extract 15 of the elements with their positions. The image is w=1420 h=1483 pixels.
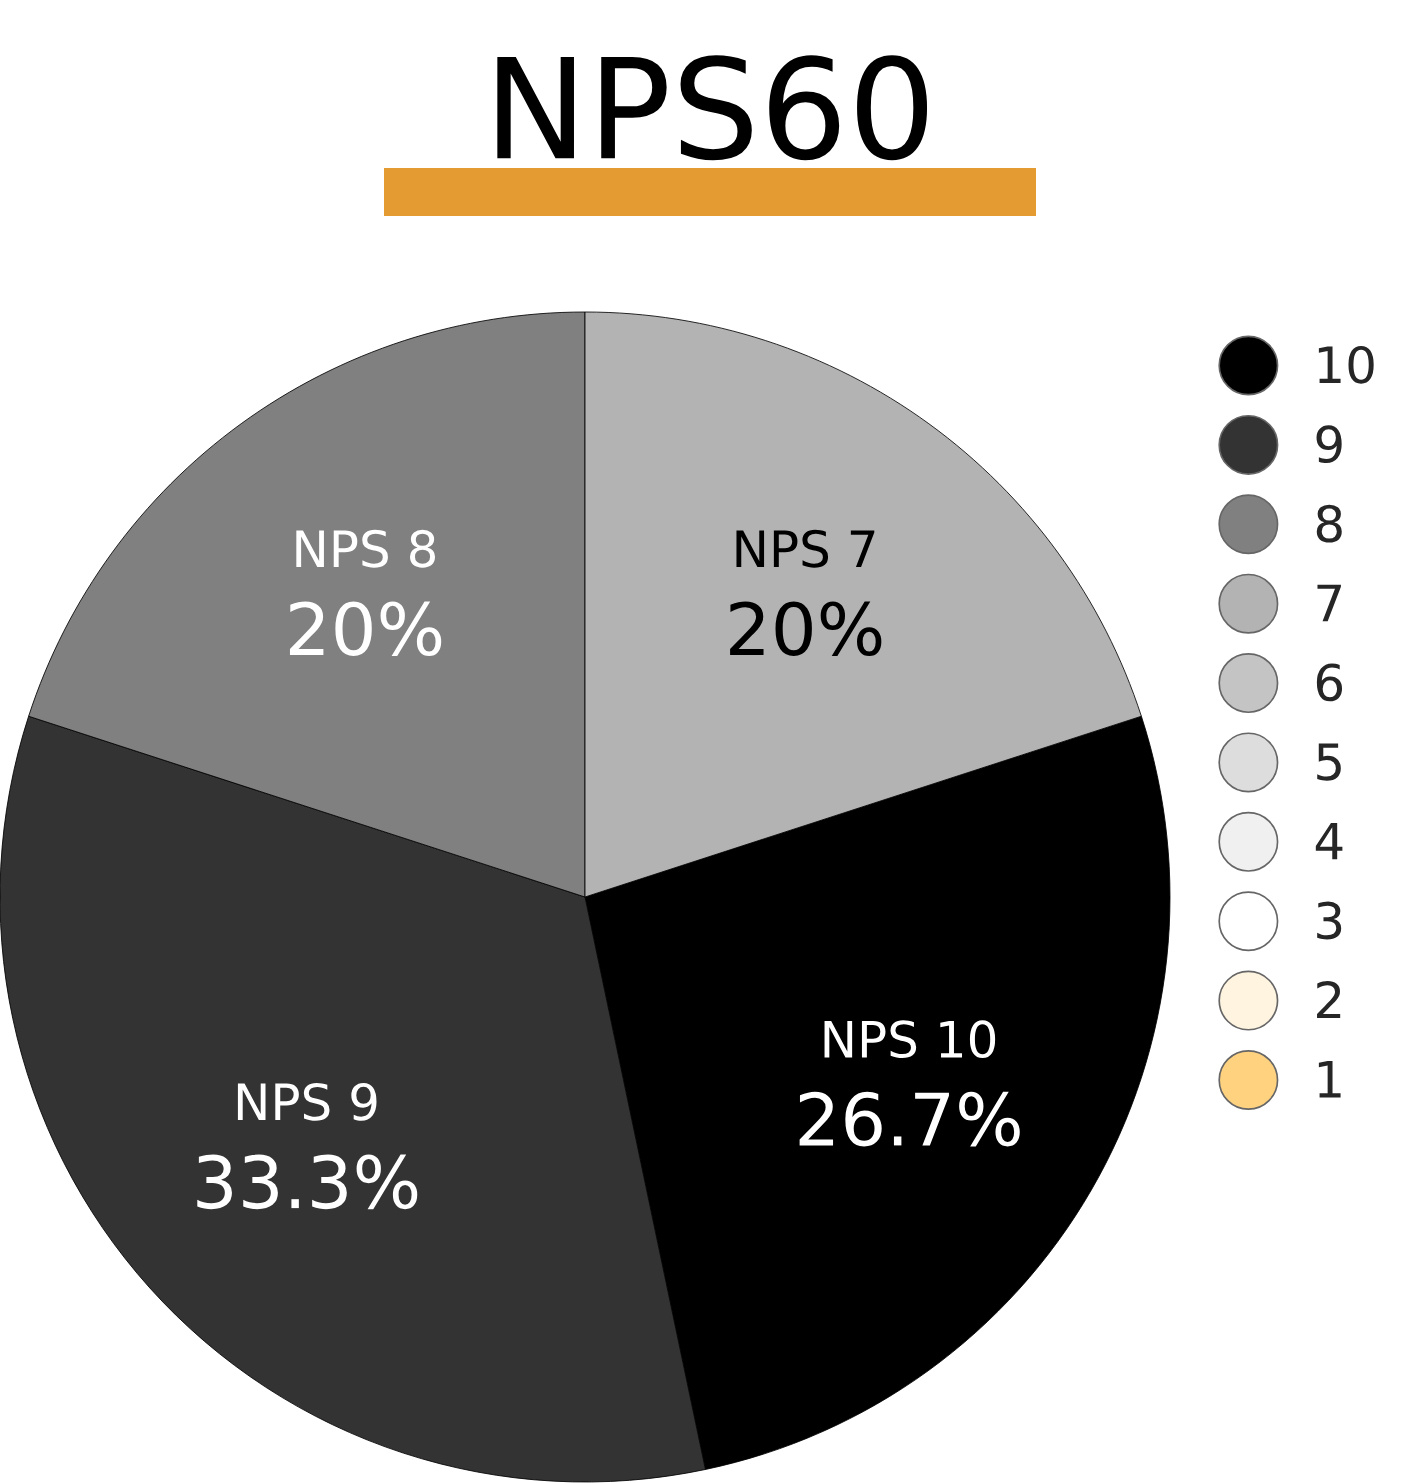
legend-label: 5 xyxy=(1317,743,1341,781)
chart-title: NPS60 xyxy=(497,55,928,161)
data-label: NPS 7 20% xyxy=(730,529,882,657)
legend-label: 9 xyxy=(1316,425,1342,464)
data-label: NPS 9 33.3% xyxy=(197,1082,418,1210)
legend-label: 6 xyxy=(1316,663,1343,702)
legend-label: 4 xyxy=(1315,822,1343,860)
data-label: NPS 8 20% xyxy=(289,529,442,657)
legend-label: 10 xyxy=(1318,345,1374,384)
legend-label: 1 xyxy=(1318,1061,1341,1098)
legend-label: 3 xyxy=(1317,901,1342,940)
legend-label: 2 xyxy=(1317,981,1341,1019)
legend-label: 7 xyxy=(1317,584,1341,622)
data-label: NPS 10 26.7% xyxy=(799,1020,1020,1147)
legend-label: 8 xyxy=(1316,504,1342,543)
